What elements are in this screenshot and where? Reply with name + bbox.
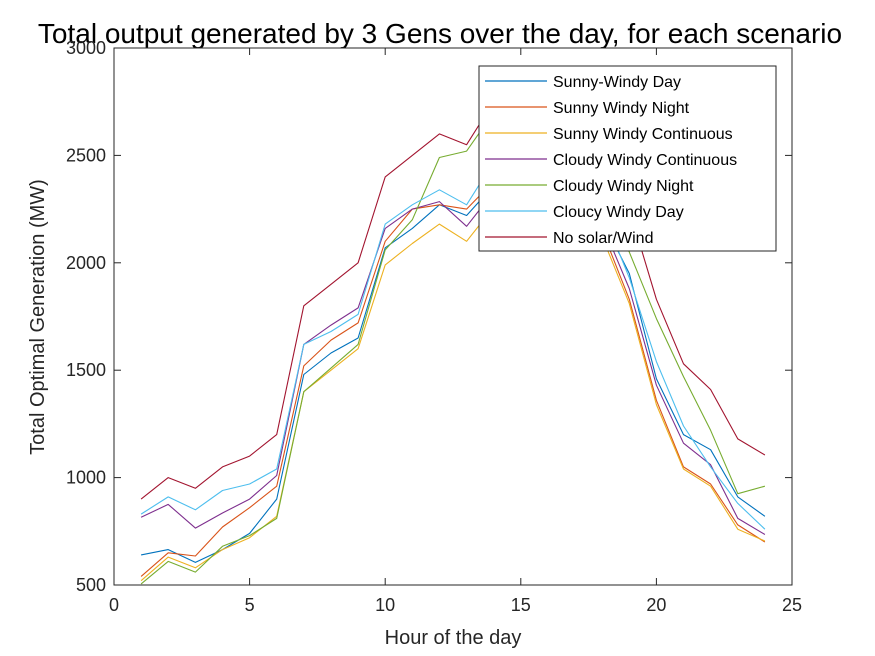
x-axis-label: Hour of the day xyxy=(385,627,522,649)
series-line-4 xyxy=(140,165,766,535)
legend-item: Cloudy Windy Continuous xyxy=(485,152,737,169)
legend-label: Cloucy Windy Day xyxy=(553,204,684,221)
legend-item: Sunny Windy Continuous xyxy=(485,126,733,143)
legend-item: Sunny Windy Night xyxy=(485,100,690,117)
y-tick-label: 2000 xyxy=(66,253,106,273)
series-line-3 xyxy=(140,180,766,582)
series-line-1 xyxy=(140,161,766,563)
series-line-7 xyxy=(140,79,766,500)
x-tick-label: 0 xyxy=(109,595,119,615)
legend-label: Cloudy Windy Continuous xyxy=(553,152,737,169)
x-tick-label: 25 xyxy=(782,595,802,615)
series-line-5 xyxy=(140,107,766,585)
legend-label: Cloudy Windy Night xyxy=(553,178,694,195)
y-tick-label: 1500 xyxy=(66,360,106,380)
y-axis: 500 1000 1500 2000 2500 3000 xyxy=(66,38,792,595)
y-tick-label: 3000 xyxy=(66,38,106,58)
x-tick-label: 20 xyxy=(646,595,666,615)
x-axis: 0 5 10 15 20 25 xyxy=(109,48,802,615)
x-tick-label: 10 xyxy=(375,595,395,615)
series-line-2 xyxy=(140,163,766,577)
legend-item: Sunny-Windy Day xyxy=(485,74,681,91)
legend-label: Sunny-Windy Day xyxy=(553,74,681,91)
series-group xyxy=(140,79,766,585)
legend-item: No solar/Wind xyxy=(485,230,653,247)
x-tick-label: 5 xyxy=(245,595,255,615)
legend-item: Cloucy Windy Day xyxy=(485,204,684,221)
chart-title: Total output generated by 3 Gens over th… xyxy=(38,18,842,49)
y-tick-label: 1000 xyxy=(66,468,106,488)
x-tick-label: 15 xyxy=(511,595,531,615)
y-axis-label: Total Optimal Generation (MW) xyxy=(27,179,49,455)
legend-label: Sunny Windy Continuous xyxy=(553,126,733,143)
legend-label: Sunny Windy Night xyxy=(553,100,690,117)
legend: Sunny-Windy Day Sunny Windy Night Sunny Wi… xyxy=(478,65,777,252)
y-tick-label: 2500 xyxy=(66,145,106,165)
y-tick-label: 500 xyxy=(76,575,106,595)
legend-label: No solar/Wind xyxy=(553,230,653,247)
series-line-6 xyxy=(140,141,766,530)
legend-item: Cloudy Windy Night xyxy=(485,178,694,195)
